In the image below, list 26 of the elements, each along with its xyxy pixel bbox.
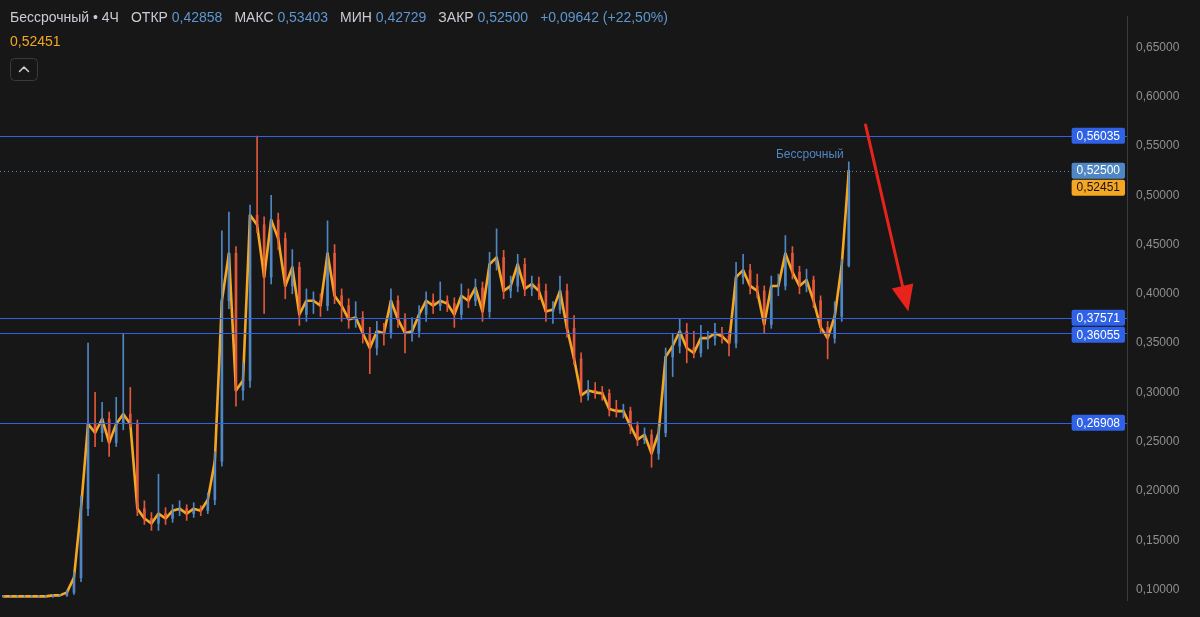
ref-line-label: 0,36055 (1076, 327, 1121, 342)
series-label: Бессрочный (775, 147, 844, 162)
y-tick-label: 0,40000 (1136, 286, 1180, 301)
y-tick-label: 0,50000 (1136, 187, 1180, 202)
annotation: МИН 0,42729 (340, 9, 427, 25)
y-tick-label: 0,20000 (1136, 483, 1180, 498)
ref-line-label: 0,52500 (1076, 163, 1121, 178)
annotation: +0,09642 (+22,50%) (540, 9, 668, 25)
y-tick-label: 0,30000 (1136, 384, 1180, 399)
annotation: ОТКР 0,42858 (130, 9, 223, 25)
y-tick-label: 0,65000 (1136, 39, 1180, 54)
ref-line-label: 0,56035 (1076, 128, 1121, 143)
ref-line-label: 0,26908 (1076, 415, 1121, 430)
y-tick-label: 0,15000 (1136, 532, 1180, 547)
annotation: ЗАКР 0,52500 (438, 9, 529, 25)
text: 0,52451 (10, 32, 61, 51)
y-tick-label: 0,45000 (1136, 236, 1180, 251)
y-tick-label: 0,35000 (1136, 335, 1180, 350)
annotation: МАКС 0,53403 (234, 9, 328, 25)
annotation: 0,52451 (1076, 180, 1121, 195)
ref-line-label: 0,37571 (1076, 310, 1121, 325)
y-tick-label: 0,25000 (1136, 433, 1180, 448)
chart-title: Бессрочный • 4Ч (10, 8, 119, 27)
y-tick-label: 0,10000 (1136, 581, 1180, 596)
y-tick-label: 0,55000 (1136, 138, 1180, 153)
y-tick-label: 0,60000 (1136, 89, 1180, 104)
